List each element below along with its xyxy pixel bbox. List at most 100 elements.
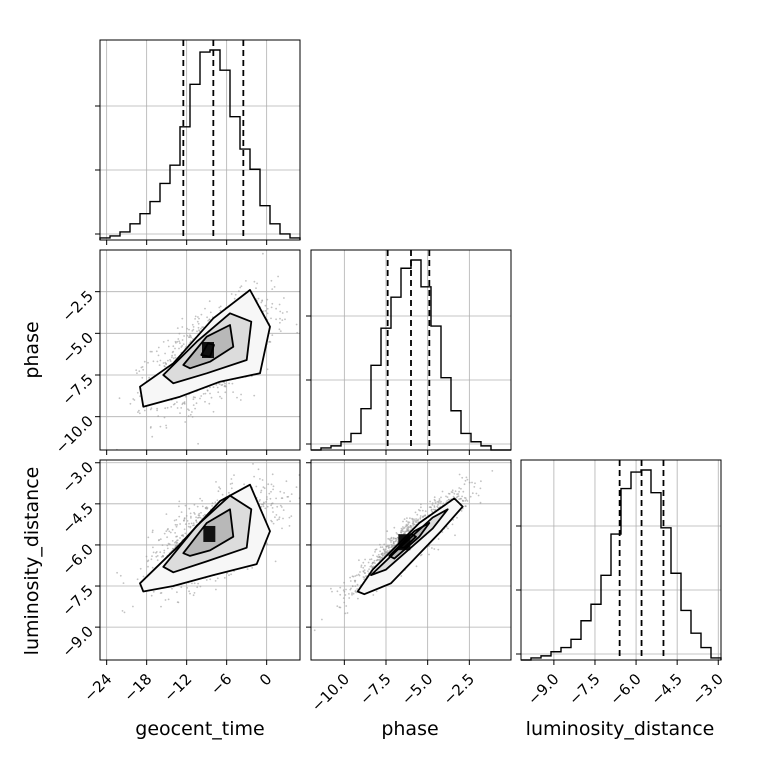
scatter-point xyxy=(419,509,421,512)
ytick-label-phase: −2.5 xyxy=(59,287,97,325)
scatter-point xyxy=(271,507,274,509)
histogram-step-luminosity_distance xyxy=(521,469,722,661)
scatter-point xyxy=(182,343,185,345)
scatter-point xyxy=(188,328,190,331)
scatter-point xyxy=(192,522,195,525)
scatter-point xyxy=(195,516,198,519)
scatter-point xyxy=(343,601,346,604)
grid-phase-vs-luminosity_distance: −10.0 −7.5 −5.0 −2.5 xyxy=(306,460,511,715)
scatter-point xyxy=(445,495,447,498)
scatter-point xyxy=(346,612,349,614)
scatter-point xyxy=(180,511,183,513)
scatter-point xyxy=(431,504,434,506)
scatter-point xyxy=(414,519,416,522)
scatter-point xyxy=(197,326,200,329)
scatter-point xyxy=(359,571,361,573)
frame-luminosity_distance-hist xyxy=(520,459,722,661)
scatter-point xyxy=(221,493,224,496)
scatter-point xyxy=(452,495,455,498)
scatter-point xyxy=(224,391,227,394)
scatter-point xyxy=(151,531,154,534)
scatter-point xyxy=(187,525,190,528)
scatter-point xyxy=(219,305,222,308)
scatter-point xyxy=(363,569,366,572)
scatter-point xyxy=(269,341,272,343)
scatter-point xyxy=(198,317,200,320)
scatter-point xyxy=(200,313,203,316)
scatter-point xyxy=(202,514,205,517)
scatter-point xyxy=(412,525,414,527)
scatter-point xyxy=(270,483,273,486)
scatter-point xyxy=(402,527,405,530)
scatter-point xyxy=(165,362,168,365)
scatter-point xyxy=(230,293,233,295)
scatter-point xyxy=(266,368,269,371)
scatter-point xyxy=(147,361,149,364)
scatter-point xyxy=(195,521,198,523)
scatter-point xyxy=(260,489,263,492)
scatter-point xyxy=(479,487,482,490)
scatter-point xyxy=(460,487,462,490)
scatter-point xyxy=(262,486,265,489)
scatter-point xyxy=(172,345,175,348)
scatter-point xyxy=(133,399,136,401)
scatter-point xyxy=(351,575,354,578)
density-peak xyxy=(203,525,216,542)
scatter-point xyxy=(379,557,382,559)
scatter-point xyxy=(155,555,158,558)
scatter-point xyxy=(453,492,456,495)
ylabel-phase: phase xyxy=(21,321,43,378)
scatter-point xyxy=(228,382,231,385)
scatter-point xyxy=(275,497,277,500)
scatter-point xyxy=(183,335,186,337)
scatter-point xyxy=(266,543,269,546)
scatter-point xyxy=(179,342,181,344)
scatter-point xyxy=(384,550,386,553)
panel-phase-vs-luminosity_distance xyxy=(313,470,494,632)
scatter-point xyxy=(279,490,282,493)
scatter-point xyxy=(228,491,230,494)
scatter-point xyxy=(290,493,293,495)
scatter-point xyxy=(364,558,366,561)
scatter-point xyxy=(411,517,413,520)
scatter-point xyxy=(283,297,285,299)
scatter-point xyxy=(230,478,233,480)
scatter-point xyxy=(364,564,366,567)
scatter-point xyxy=(236,396,238,399)
scatter-point xyxy=(212,386,215,388)
scatter-point xyxy=(191,582,193,585)
scatter-point xyxy=(226,572,229,575)
scatter-point xyxy=(465,499,468,501)
scatter-point xyxy=(402,526,404,528)
scatter-point xyxy=(433,505,436,507)
scatter-point xyxy=(281,312,284,314)
scatter-point xyxy=(491,470,494,472)
scatter-point xyxy=(123,611,126,614)
histogram-geocent_time xyxy=(99,40,301,240)
scatter-point xyxy=(274,560,277,563)
scatter-point xyxy=(434,508,437,511)
scatter-point xyxy=(272,488,274,491)
scatter-point xyxy=(379,546,382,549)
scatter-point xyxy=(164,599,167,601)
scatter-point xyxy=(176,535,179,538)
scatter-point xyxy=(159,359,162,362)
scatter-point xyxy=(163,549,166,552)
scatter-point xyxy=(173,402,176,405)
xtick-label-phase: −5.0 xyxy=(398,670,436,708)
scatter-point xyxy=(272,485,275,488)
scatter-point xyxy=(184,504,187,507)
scatter-point xyxy=(344,594,347,596)
scatter-point xyxy=(197,514,200,517)
contour-line-3 xyxy=(200,342,215,358)
scatter-point xyxy=(166,544,169,547)
scatter-point xyxy=(179,523,182,525)
scatter-point xyxy=(179,537,181,539)
scatter-point xyxy=(212,410,215,413)
contour-line-0 xyxy=(356,497,464,596)
scatter-point xyxy=(451,489,454,492)
scatter-point xyxy=(191,416,194,418)
scatter-point xyxy=(265,501,267,503)
scatter-point xyxy=(262,505,265,508)
scatter-point xyxy=(409,517,411,520)
